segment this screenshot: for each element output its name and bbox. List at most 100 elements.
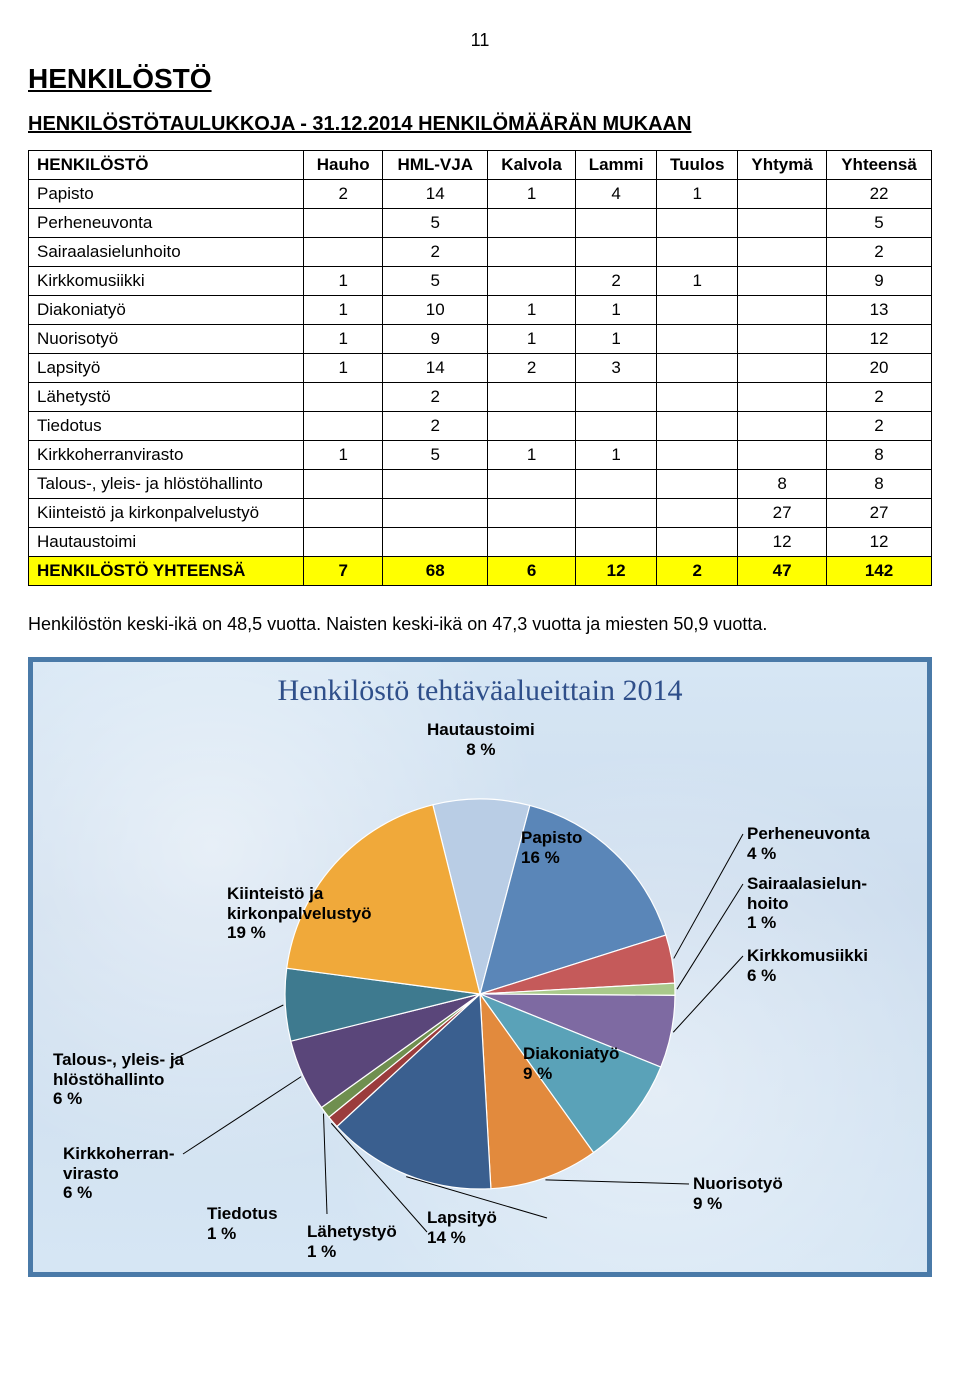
row-label: Lähetystö [29,383,304,412]
pie-label: Talous-, yleis- ja hlöstöhallinto6 % [53,1050,184,1109]
pie-label: Kiinteistö ja kirkonpalvelustyö19 % [227,884,372,943]
cell: 1 [488,441,576,470]
cell: 9 [383,325,488,354]
cell [657,499,738,528]
row-label: Sairaalasielunhoito [29,238,304,267]
cell [657,412,738,441]
cell [304,528,383,557]
cell [304,499,383,528]
leader-line [677,884,743,989]
cell: 14 [383,180,488,209]
cell: 2 [488,354,576,383]
cell [657,209,738,238]
cell: 1 [488,180,576,209]
cell: 5 [827,209,932,238]
cell: 1 [657,267,738,296]
cell [738,209,827,238]
table-row: Papisto21414122 [29,180,932,209]
cell [738,180,827,209]
pie-label: Lähetystyö1 % [307,1222,397,1261]
cell [657,441,738,470]
cell [488,412,576,441]
cell: 12 [827,325,932,354]
cell [575,470,656,499]
cell: 9 [827,267,932,296]
age-note: Henkilöstön keski-ikä on 48,5 vuotta. Na… [28,614,932,635]
col-header: Kalvola [488,151,576,180]
cell: 2 [827,383,932,412]
cell [575,499,656,528]
table-row: Lapsityö11423 20 [29,354,932,383]
cell: 8 [827,470,932,499]
cell: 5 [383,267,488,296]
col-header: Yhtymä [738,151,827,180]
col-header: Tuulos [657,151,738,180]
pie-chart-title: Henkilöstö tehtäväalueittain 2014 [47,674,913,708]
pie-label: Tiedotus1 % [207,1204,278,1243]
cell [488,528,576,557]
total-cell: 68 [383,557,488,586]
pie-label: Diakoniatyö9 % [523,1044,619,1083]
total-cell: 142 [827,557,932,586]
cell: 8 [738,470,827,499]
leader-line [545,1180,689,1184]
total-cell: 7 [304,557,383,586]
cell: 2 [827,238,932,267]
cell: 1 [304,441,383,470]
cell [738,267,827,296]
cell [657,383,738,412]
cell: 2 [575,267,656,296]
total-cell: 12 [575,557,656,586]
cell: 2 [304,180,383,209]
cell: 14 [383,354,488,383]
table-row: Lähetystö22 [29,383,932,412]
table-row: Kirkkoherranvirasto15118 [29,441,932,470]
row-label: Nuorisotyö [29,325,304,354]
pie-label: Hautaustoimi8 % [427,720,535,759]
cell: 3 [575,354,656,383]
cell [738,325,827,354]
row-label: Talous-, yleis- ja hlöstöhallinto [29,470,304,499]
cell [738,238,827,267]
cell: 20 [827,354,932,383]
cell [575,383,656,412]
cell: 2 [383,412,488,441]
pie-label: Sairaalasielun- hoito1 % [747,874,867,933]
cell [488,209,576,238]
pie-label: Papisto16 % [521,828,582,867]
cell: 27 [738,499,827,528]
table-row: Kiinteistö ja kirkonpalvelustyö2727 [29,499,932,528]
table-row: Kirkkomusiikki15219 [29,267,932,296]
cell [383,528,488,557]
table-row: Tiedotus22 [29,412,932,441]
page-title: HENKILÖSTÖ [28,63,932,95]
cell: 1 [657,180,738,209]
cell: 1 [304,354,383,383]
row-label: Diakoniatyö [29,296,304,325]
cell [657,528,738,557]
cell: 1 [304,325,383,354]
cell: 1 [575,441,656,470]
cell [488,470,576,499]
cell: 2 [827,412,932,441]
row-label: Perheneuvonta [29,209,304,238]
cell: 5 [383,441,488,470]
cell [383,470,488,499]
leader-line [173,1005,283,1060]
cell: 1 [575,296,656,325]
cell: 13 [827,296,932,325]
cell [738,441,827,470]
pie-label: Nuorisotyö9 % [693,1174,783,1213]
cell: 8 [827,441,932,470]
row-label: Kirkkoherranvirasto [29,441,304,470]
cell [575,209,656,238]
cell: 22 [827,180,932,209]
cell: 27 [827,499,932,528]
row-label: Lapsityö [29,354,304,383]
leader-line [183,1077,301,1154]
leader-line [324,1114,327,1214]
cell [488,238,576,267]
cell [738,412,827,441]
cell [657,325,738,354]
col-header: Yhteensä [827,151,932,180]
